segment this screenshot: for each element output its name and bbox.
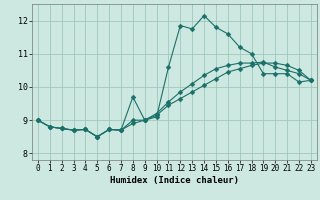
X-axis label: Humidex (Indice chaleur): Humidex (Indice chaleur) xyxy=(110,176,239,185)
